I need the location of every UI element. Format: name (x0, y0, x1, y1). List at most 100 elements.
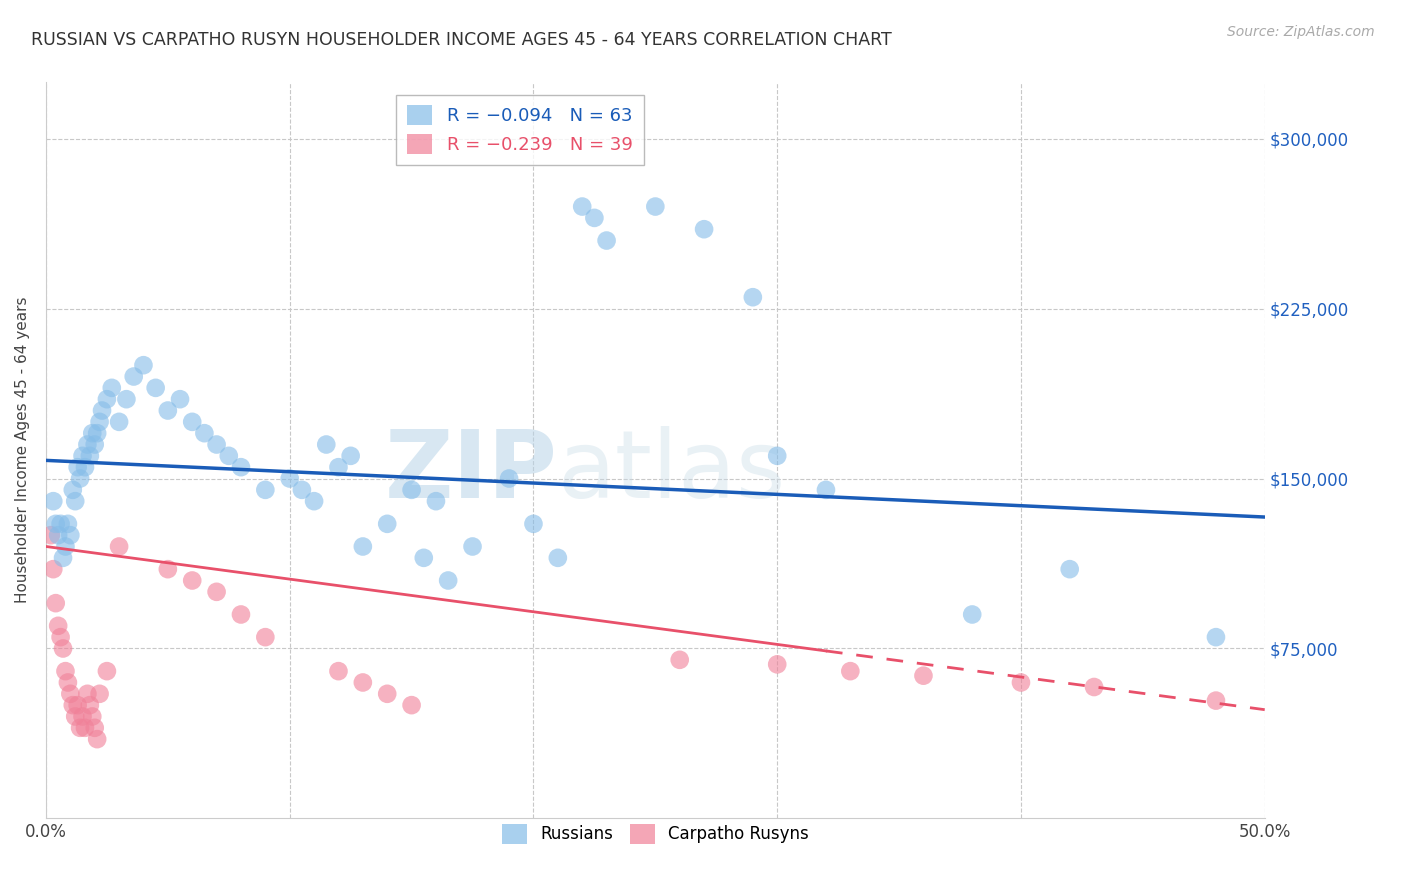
Point (218, 449, 240, 463)
Point (45, 596, 67, 610)
Point (62, 483, 84, 497)
Point (65, 494, 87, 508)
Point (547, 550, 569, 565)
Point (56, 516, 79, 531)
Y-axis label: Householder Income Ages 45 - 64 years: Householder Income Ages 45 - 64 years (15, 297, 30, 603)
Point (42, 494, 65, 508)
Point (960, 607, 983, 622)
Point (741, 290, 763, 304)
Point (425, 494, 447, 508)
Point (1059, 562, 1081, 576)
Point (352, 540, 374, 554)
Point (46, 528, 69, 542)
Point (401, 483, 423, 497)
Point (156, 403, 179, 417)
Point (65, 709, 87, 723)
Point (115, 392, 138, 407)
Point (66, 698, 89, 713)
Point (83, 721, 105, 735)
Point (76, 687, 98, 701)
Point (69, 721, 91, 735)
Point (522, 516, 544, 531)
Point (315, 437, 337, 451)
Point (49, 630, 72, 644)
Point (89, 415, 111, 429)
Point (132, 358, 155, 372)
Text: RUSSIAN VS CARPATHO RUSYN HOUSEHOLDER INCOME AGES 45 - 64 YEARS CORRELATION CHAR: RUSSIAN VS CARPATHO RUSYN HOUSEHOLDER IN… (31, 31, 891, 49)
Point (66, 460, 89, 475)
Point (91, 403, 114, 417)
Point (412, 550, 434, 565)
Point (108, 540, 131, 554)
Point (82, 426, 104, 441)
Point (145, 381, 167, 395)
Point (96, 664, 118, 678)
Point (76, 437, 98, 451)
Point (82, 709, 104, 723)
Point (46, 619, 69, 633)
Point (339, 449, 361, 463)
Point (42, 562, 65, 576)
Point (328, 460, 350, 475)
Point (595, 234, 617, 248)
Point (39, 528, 62, 542)
Point (86, 426, 108, 441)
Point (205, 584, 228, 599)
Point (73, 460, 96, 475)
Point (571, 200, 593, 214)
Point (668, 653, 690, 667)
Point (302, 494, 325, 508)
Point (1010, 675, 1032, 690)
Point (79, 698, 101, 713)
Point (52, 641, 75, 656)
Text: Source: ZipAtlas.com: Source: ZipAtlas.com (1227, 25, 1375, 39)
Text: atlas: atlas (558, 426, 786, 518)
Point (181, 574, 204, 588)
Text: ZIP: ZIP (385, 426, 558, 518)
Point (375, 687, 398, 701)
Point (644, 200, 666, 214)
Point (108, 415, 131, 429)
Point (839, 664, 862, 678)
Point (291, 483, 314, 497)
Point (169, 392, 191, 407)
Point (461, 540, 484, 554)
Point (1205, 693, 1227, 707)
Point (583, 211, 606, 225)
Point (328, 664, 350, 678)
Point (72, 709, 94, 723)
Point (52, 550, 75, 565)
Point (89, 687, 111, 701)
Point (62, 698, 84, 713)
Point (193, 426, 215, 441)
Point (375, 516, 398, 531)
Point (86, 732, 108, 747)
Point (498, 471, 520, 485)
Point (96, 392, 118, 407)
Point (1083, 680, 1105, 694)
Point (912, 668, 935, 682)
Point (73, 721, 96, 735)
Point (45, 516, 67, 531)
Point (352, 675, 374, 690)
Point (55, 540, 77, 554)
Point (156, 562, 179, 576)
Point (59, 687, 82, 701)
Point (254, 483, 277, 497)
Point (766, 657, 789, 672)
Point (59, 528, 82, 542)
Point (55, 664, 77, 678)
Point (254, 630, 277, 644)
Point (49, 516, 72, 531)
Point (181, 415, 204, 429)
Point (83, 437, 105, 451)
Point (122, 369, 145, 384)
Point (101, 381, 124, 395)
Point (69, 471, 91, 485)
Point (229, 460, 252, 475)
Point (401, 698, 423, 713)
Point (72, 449, 94, 463)
Point (205, 437, 228, 451)
Point (693, 222, 716, 236)
Point (79, 449, 101, 463)
